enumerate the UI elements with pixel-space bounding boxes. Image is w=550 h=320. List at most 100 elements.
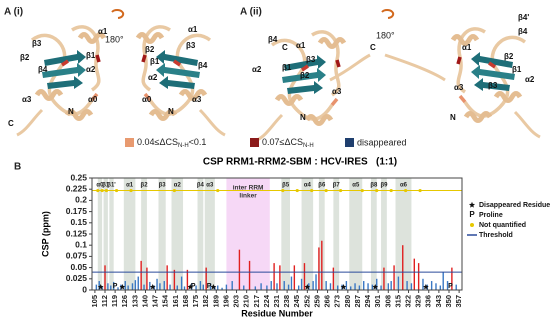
bar — [332, 267, 335, 290]
bar — [248, 260, 251, 290]
bar — [225, 284, 228, 290]
x-tick-label: 182 — [201, 295, 210, 308]
bar — [283, 281, 285, 290]
disappeared-marker — [340, 284, 347, 290]
secondary-structure-region — [97, 178, 103, 290]
bar — [117, 287, 119, 290]
y-tick-label: 0.125 — [66, 228, 88, 238]
structure-label: α3 — [22, 95, 32, 104]
region-label: β7 — [333, 183, 341, 189]
secondary-structure-region — [281, 178, 291, 290]
bar — [266, 285, 268, 290]
structure-label: β4 — [518, 27, 528, 36]
structure-label: α3 — [192, 95, 202, 104]
proline-marker: P — [113, 283, 118, 290]
x-tick-label: 175 — [191, 295, 200, 308]
secondary-structure-region — [204, 178, 215, 290]
secondary-structure-region — [333, 178, 340, 290]
not-quantified-marker — [360, 188, 364, 193]
coil — [329, 53, 371, 82]
structure-label: β1 — [86, 51, 96, 60]
linker-label: linker — [239, 193, 257, 200]
legend-label: 0.04≤ΔCSN-H<0.1 — [137, 137, 206, 148]
bar — [321, 240, 323, 290]
rotation-arrow — [381, 9, 395, 19]
structure-label: β1 — [282, 63, 292, 72]
protein-structure — [17, 27, 104, 135]
not-quantified-marker — [338, 188, 343, 193]
not-quantified-marker — [100, 188, 104, 193]
bar — [107, 283, 109, 290]
structure-label: β4' — [518, 13, 529, 22]
bar — [363, 281, 365, 290]
y-tick-label: 0 — [82, 284, 87, 294]
plot-frame — [91, 177, 463, 291]
x-tick-label: 154 — [161, 294, 170, 307]
region-label: α3 — [206, 183, 214, 189]
structure-label: N — [168, 107, 174, 116]
bar — [439, 285, 442, 290]
x-tick-label: 224 — [262, 294, 271, 307]
bar — [430, 281, 433, 290]
bar — [202, 284, 204, 290]
x-tick-label: 252 — [302, 295, 311, 308]
bar — [303, 263, 306, 290]
secondary-structure-region — [318, 178, 325, 290]
region-label: β6 — [318, 183, 326, 189]
rotation-arrow — [111, 9, 125, 19]
y-tick-label: 0.1 — [75, 239, 87, 249]
legend-swatch — [125, 138, 134, 147]
bar — [254, 286, 257, 290]
bar — [367, 283, 369, 290]
y-tick-label: 0.025 — [66, 273, 88, 283]
structure-label: β3 — [488, 81, 498, 90]
bar — [345, 281, 348, 290]
bar — [376, 278, 378, 290]
y-tick-label: 0.075 — [66, 251, 88, 261]
bar — [221, 287, 223, 290]
secondary-structure-region — [141, 178, 147, 290]
y-tick-label: 0.175 — [66, 206, 88, 216]
bar — [442, 272, 444, 290]
region-label: β9 — [380, 183, 388, 189]
x-tick-label: 308 — [383, 295, 392, 308]
x-axis-title: Residue Number — [241, 308, 313, 318]
bar — [397, 276, 400, 290]
bar — [166, 265, 168, 290]
structure-label: β4 — [198, 61, 208, 70]
structure-label: α1 — [296, 41, 306, 50]
x-tick-label: 161 — [171, 295, 180, 308]
bar — [354, 283, 356, 290]
x-tick-label: 350 — [444, 295, 453, 308]
x-tick-label: 329 — [414, 295, 423, 308]
bar — [358, 285, 361, 290]
bar — [205, 267, 207, 290]
bar — [406, 281, 408, 290]
x-tick-label: 105 — [90, 295, 99, 308]
x-tick-label: 140 — [140, 295, 149, 308]
structure-label: α3 — [332, 87, 342, 96]
not-quantified-marker — [375, 188, 379, 193]
region-label: α0 — [96, 183, 104, 189]
legend-sub: N-H — [178, 143, 189, 149]
bar — [315, 274, 317, 290]
legend: 0.04≤ΔCSN-H<0.1 0.07≤ΔCSN-H disappeared — [125, 137, 407, 149]
proline-marker: P — [191, 283, 196, 290]
legend-marker — [468, 201, 476, 208]
x-tick-label: 126 — [120, 295, 129, 308]
x-tick-label: 147 — [151, 295, 160, 308]
linker-label: inter RRM — [233, 185, 264, 192]
not-quantified-marker — [389, 188, 393, 193]
structure-label: α2 — [252, 65, 262, 74]
x-tick-label: 189 — [211, 295, 220, 308]
disappeared-marker — [210, 284, 217, 290]
bar — [287, 284, 290, 290]
bar — [390, 281, 392, 290]
bar — [173, 269, 176, 290]
secondary-structure-region — [301, 178, 314, 290]
bar — [329, 283, 332, 290]
secondary-structure-region — [370, 178, 377, 290]
not-quantified-marker — [96, 188, 100, 193]
bar — [183, 286, 186, 290]
